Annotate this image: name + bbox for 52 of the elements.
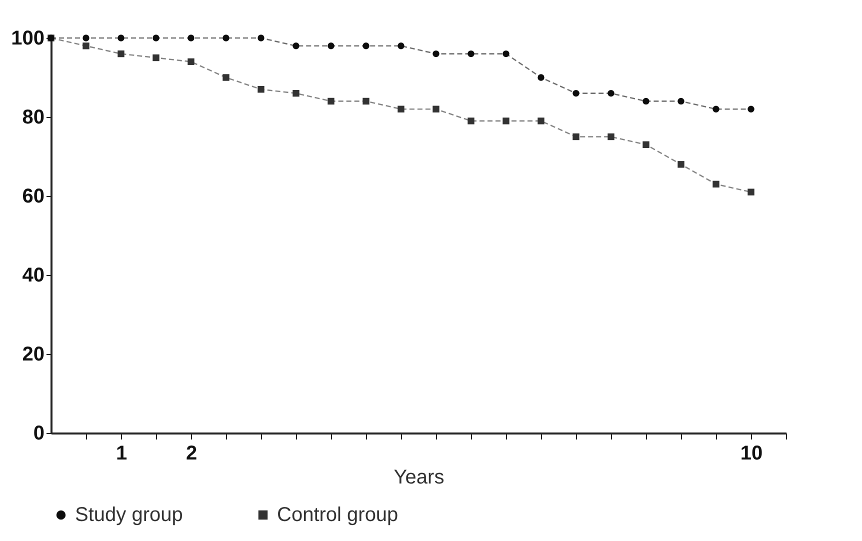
point (468, 50, 474, 58)
point (398, 42, 404, 50)
point (362, 42, 370, 50)
point (432, 50, 440, 58)
point (258, 34, 264, 42)
point (152, 54, 160, 62)
x-tick-label: 2 (186, 442, 198, 464)
point (328, 98, 334, 105)
point (188, 58, 194, 66)
point (82, 34, 90, 42)
point (188, 34, 194, 42)
point (468, 118, 474, 124)
point (502, 50, 510, 58)
y-tick-label: 20 (22, 344, 44, 366)
point (222, 74, 230, 81)
point (642, 141, 650, 148)
point (572, 133, 580, 140)
x-axis-title: Years (394, 466, 444, 488)
point (572, 90, 580, 97)
point (608, 90, 614, 97)
point (432, 106, 440, 112)
y-tick-label: 80 (22, 106, 44, 128)
point (712, 180, 720, 188)
legend-label: Study group (75, 504, 183, 526)
y-tick-label: 0 (33, 422, 44, 444)
point (328, 42, 334, 50)
point (118, 34, 124, 42)
point (748, 188, 754, 196)
point (712, 106, 720, 112)
point (152, 34, 160, 42)
point (642, 98, 650, 105)
point (678, 161, 684, 168)
point (748, 106, 754, 112)
y-tick-label: 60 (22, 186, 44, 208)
point (222, 34, 230, 42)
point (362, 98, 370, 105)
legend-label: Control group (277, 504, 398, 526)
point (538, 74, 544, 81)
point (292, 42, 300, 50)
y-tick-label: 40 (22, 264, 44, 286)
point (118, 50, 124, 58)
point (258, 86, 264, 93)
point (538, 118, 544, 124)
point (608, 133, 614, 140)
x-tick-label: 10 (740, 442, 763, 464)
x-tick-label: 1 (116, 442, 128, 464)
point (502, 118, 510, 124)
y-tick-label: 100 (11, 28, 44, 50)
point (398, 106, 404, 112)
point (678, 98, 684, 105)
point (292, 90, 300, 97)
point (82, 42, 90, 50)
